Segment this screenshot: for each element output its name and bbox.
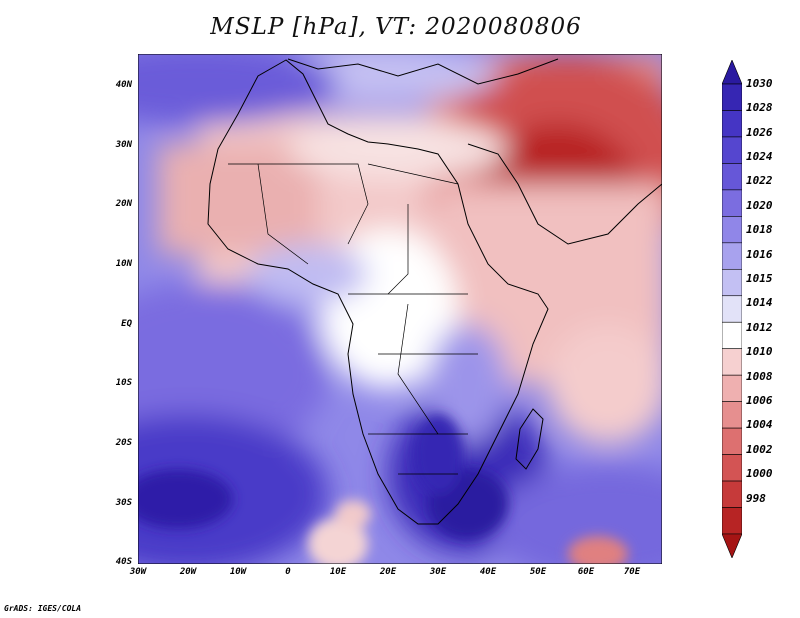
colorbar-band [722, 401, 742, 429]
country-borders [228, 163, 478, 475]
colorbar-label: 998 [746, 492, 766, 505]
map-panel [138, 54, 662, 564]
footer-credit: GrADS: IGES/COLA [4, 604, 82, 613]
colorbar-label: 1020 [746, 199, 773, 212]
colorbar-label: 1000 [746, 467, 773, 480]
x-tick-label: 30W [129, 567, 147, 577]
colorbar-band [722, 321, 742, 350]
x-tick-label: 0 [285, 567, 291, 577]
colorbar-band [722, 348, 742, 376]
y-tick-label: 40N [115, 80, 132, 90]
colorbar-band [722, 189, 742, 217]
y-tick-label: 20S [115, 438, 132, 448]
colorbar-label: 1015 [746, 272, 773, 285]
x-tick-label: 60E [577, 567, 595, 577]
y-tick-label: 20N [115, 199, 132, 209]
colorbar-label: 1008 [746, 370, 773, 383]
colorbar [722, 60, 742, 558]
africa-coastline [207, 59, 549, 525]
x-tick-label: 20W [179, 567, 197, 577]
colorbar-band [722, 268, 742, 297]
colorbar-band [722, 242, 742, 270]
colorbar-label: 1012 [746, 321, 773, 334]
y-tick-label: 10S [115, 378, 132, 388]
colorbar-label: 1002 [746, 443, 773, 456]
colorbar-label: 1014 [746, 296, 773, 309]
colorbar-band [722, 83, 742, 111]
x-tick-label: 70E [623, 567, 641, 577]
colorbar-label: 1030 [746, 77, 773, 90]
colorbar-band [722, 295, 742, 323]
x-tick-label: 10E [329, 567, 347, 577]
colorbar-band [722, 454, 742, 482]
y-tick-label: 10N [115, 259, 132, 269]
colorbar-band [722, 216, 742, 244]
madagascar-coastline [515, 408, 544, 470]
colorbar-label: 1026 [746, 126, 773, 139]
colorbar-band [722, 374, 742, 402]
colorbar-label: 1010 [746, 345, 773, 358]
x-tick-label: 50E [529, 567, 547, 577]
colorbar-label: 1018 [746, 223, 773, 236]
y-tick-label: 30S [115, 498, 132, 508]
colorbar-band [722, 507, 742, 535]
colorbar-label: 1024 [746, 150, 773, 163]
colorbar-band [722, 136, 742, 164]
colorbar-band [722, 427, 742, 455]
colorbar-bottom-arrow [722, 533, 742, 558]
x-tick-label: 30E [429, 567, 447, 577]
colorbar-label: 1022 [746, 174, 773, 187]
colorbar-band [722, 110, 742, 138]
arabia-coastline [467, 143, 662, 245]
y-tick-label: EQ [121, 319, 132, 329]
y-tick-label: 40S [115, 557, 132, 567]
y-tick-label: 30N [115, 140, 132, 150]
colorbar-band [722, 163, 742, 191]
colorbar-top-arrow [722, 60, 742, 85]
colorbar-band [722, 480, 742, 508]
x-tick-label: 10W [229, 567, 247, 577]
x-tick-label: 20E [379, 567, 397, 577]
colorbar-label: 1004 [746, 418, 773, 431]
map-title: MSLP [hPa], VT: 2020080806 [210, 14, 582, 40]
colorbar-label: 1006 [746, 394, 773, 407]
x-tick-label: 40E [479, 567, 497, 577]
europe-coastline [287, 58, 559, 85]
colorbar-label: 1016 [746, 248, 773, 261]
colorbar-label: 1028 [746, 101, 773, 114]
